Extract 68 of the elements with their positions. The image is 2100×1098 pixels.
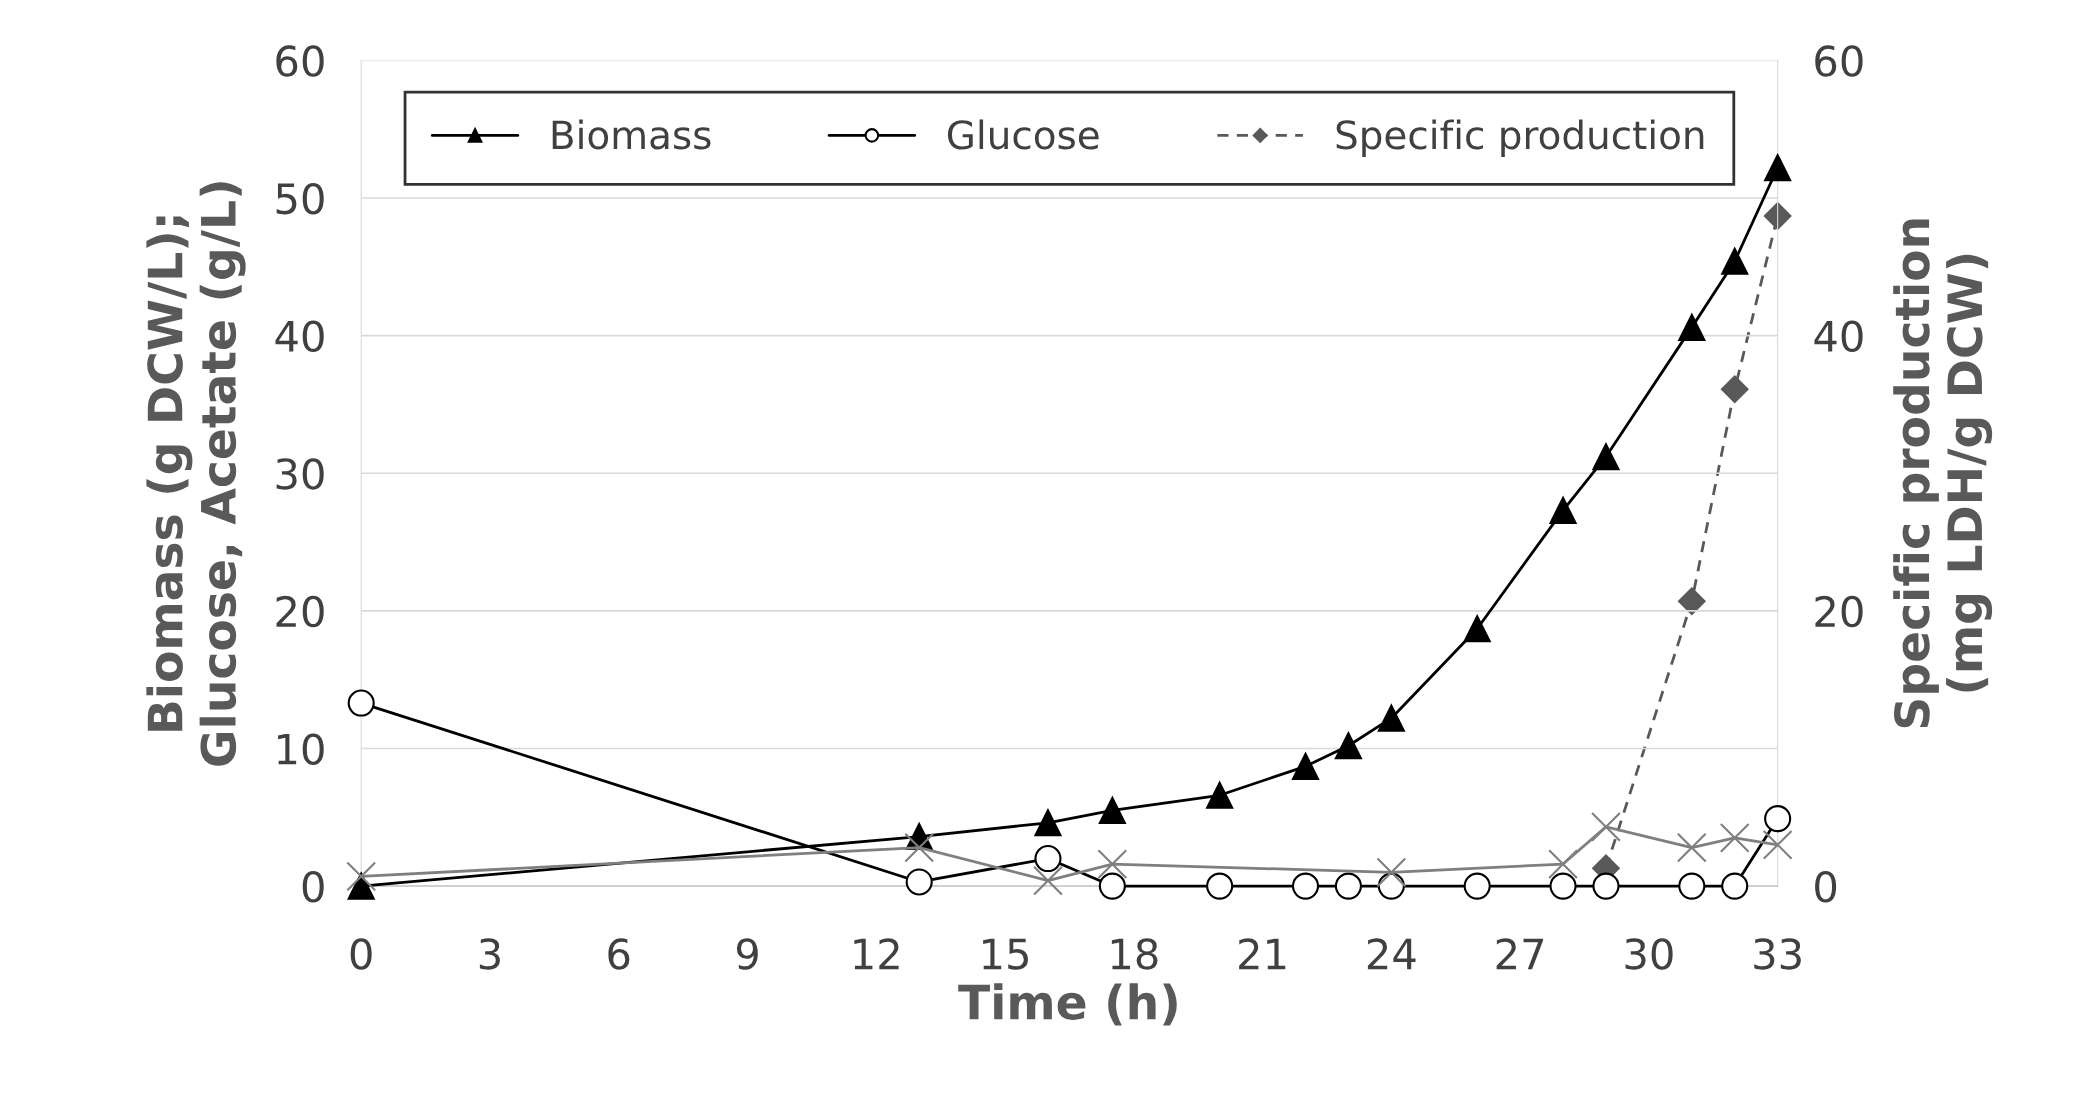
x-tick-label: 18 [1111, 938, 1158, 970]
point [1763, 202, 1792, 230]
point [1463, 615, 1491, 643]
x-tick-label: 6 [608, 938, 630, 970]
point [1721, 872, 1749, 900]
y-axis-title: Biomass (g DCW/L); Glucose, Acetate (g/L) [146, 182, 246, 766]
y2-tick-label: 40 [1814, 320, 1863, 353]
point [1206, 872, 1234, 900]
point [1721, 247, 1749, 275]
point [1034, 845, 1062, 873]
point [1549, 872, 1577, 900]
y-tick-label: 0 [302, 870, 324, 903]
y-tick-label: 20 [276, 595, 324, 628]
point [1334, 732, 1362, 760]
y-tick-label: 50 [276, 182, 324, 215]
point [1762, 829, 1793, 860]
x-tick-label: 24 [1367, 938, 1416, 970]
point [1764, 805, 1792, 833]
y2-tick-label: 20 [1815, 595, 1863, 628]
point [1291, 752, 1320, 780]
y-tick-label: 40 [275, 320, 324, 353]
point [1377, 704, 1405, 732]
x-tick-label: 21 [1239, 938, 1286, 970]
y-tick-label: 30 [276, 458, 324, 490]
point [1592, 872, 1620, 900]
x-tick-label: 27 [1496, 938, 1544, 970]
point [1720, 375, 1749, 404]
point [1764, 154, 1792, 182]
y-tick-label: 60 [276, 45, 324, 77]
x-tick-label: 9 [736, 938, 758, 970]
point [1097, 849, 1128, 879]
point [1334, 872, 1362, 900]
point [905, 868, 933, 896]
point [346, 861, 377, 892]
point [1033, 865, 1063, 896]
point [1678, 872, 1706, 900]
point [1719, 822, 1750, 853]
point [1548, 849, 1578, 879]
point [1098, 796, 1126, 824]
x-tick-label: 3 [479, 938, 500, 970]
point [347, 872, 375, 900]
legend-label: Biomass [552, 119, 711, 150]
point [1592, 443, 1620, 471]
x-tick-label: 33 [1754, 938, 1801, 970]
x-tick-label: 12 [854, 938, 899, 970]
point [1098, 872, 1126, 900]
y2-tick-label: 0 [1815, 870, 1837, 903]
point [1034, 809, 1062, 837]
point [1549, 496, 1577, 524]
x-tick-label: 30 [1625, 938, 1673, 970]
point [347, 689, 375, 717]
point [1376, 857, 1407, 888]
point [1291, 872, 1320, 900]
point [1206, 781, 1234, 809]
point [1591, 811, 1621, 842]
y2-axis-title: Specific production (mg LDH/g DCW) [1893, 219, 1993, 728]
x-axis-title: Time (h) [958, 983, 1177, 1026]
point [1678, 313, 1706, 341]
x-tick-label: 0 [350, 938, 372, 970]
point [1463, 872, 1491, 900]
point [1678, 587, 1706, 616]
legend-label: Specific production [1336, 119, 1704, 158]
y-tick-label: 10 [278, 733, 324, 765]
point [1676, 832, 1707, 863]
y2-tick-label: 60 [1815, 45, 1863, 77]
point [904, 832, 935, 863]
x-tick-label: 15 [983, 938, 1028, 970]
legend-label: Glucose [947, 119, 1099, 150]
